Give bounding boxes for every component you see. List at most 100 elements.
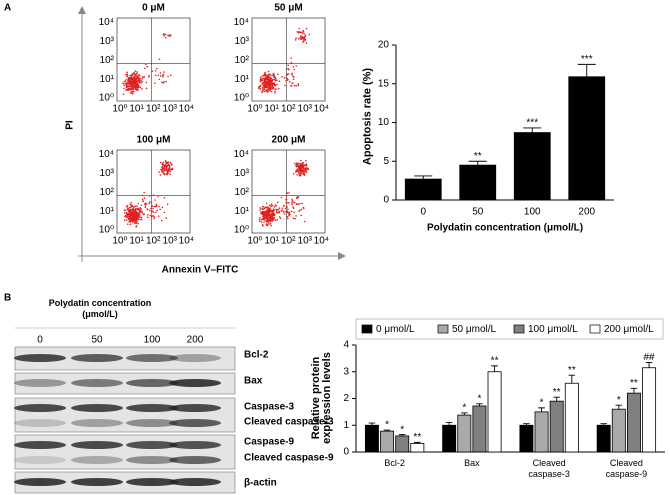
event-dot — [137, 218, 139, 221]
x-tick-label: Cleaved caspase-3 — [528, 458, 570, 479]
event-dot — [268, 213, 271, 215]
event-dot — [299, 209, 301, 211]
flow-frame — [116, 149, 191, 234]
event-dot — [136, 89, 138, 91]
event-dot — [259, 80, 262, 83]
event-dot — [137, 207, 139, 209]
event-dot — [169, 34, 171, 37]
event-dot — [296, 203, 298, 205]
event-dot — [304, 168, 307, 171]
event-dot — [266, 212, 269, 214]
event-dot — [275, 208, 277, 211]
event-dot — [169, 173, 171, 176]
event-dot — [297, 196, 300, 199]
event-dot — [139, 218, 141, 221]
event-dot — [271, 85, 274, 87]
event-dot — [278, 216, 281, 218]
event-dot — [268, 82, 270, 85]
flow-tick: 10² — [100, 55, 115, 66]
event-dot — [163, 71, 165, 73]
event-dot — [135, 222, 137, 225]
event-dot — [267, 76, 270, 78]
event-dot — [140, 79, 142, 82]
event-dot — [270, 215, 273, 218]
event-dot — [261, 91, 263, 94]
event-dot — [305, 27, 308, 30]
flow-tick: 10⁴ — [234, 149, 249, 160]
event-dot — [263, 207, 266, 210]
event-dot — [258, 87, 260, 90]
event-dot — [297, 38, 300, 40]
event-dot — [274, 90, 276, 93]
error-bar — [383, 429, 391, 432]
event-dot — [291, 198, 293, 201]
event-dot — [302, 173, 304, 176]
event-dot — [132, 87, 134, 90]
event-dot — [292, 207, 295, 209]
event-dot — [299, 38, 302, 40]
event-dot — [304, 38, 306, 40]
event-dot — [287, 201, 289, 204]
event-dot — [260, 78, 263, 81]
event-dot — [292, 201, 294, 203]
blot-band — [169, 404, 221, 412]
event-dot — [268, 219, 270, 222]
event-dot — [272, 208, 275, 211]
event-dot — [164, 169, 166, 171]
event-dot — [258, 85, 260, 88]
flow-tick: 10⁴ — [179, 236, 194, 247]
blot-band — [14, 404, 66, 412]
event-dot — [259, 217, 261, 219]
event-dot — [281, 209, 283, 212]
event-dot — [153, 217, 155, 220]
event-dot — [287, 68, 290, 71]
flow-tick: 10² — [100, 187, 115, 198]
event-dot — [266, 75, 269, 78]
event-dot — [292, 66, 295, 68]
event-dot — [123, 209, 126, 211]
y-tick-label: 4 — [343, 340, 349, 351]
event-dot — [128, 220, 130, 223]
flow-tick: 10³ — [235, 36, 250, 47]
event-dot — [129, 223, 132, 226]
event-dot — [265, 84, 268, 87]
event-dot — [304, 170, 307, 172]
event-dot — [164, 163, 167, 166]
bar — [564, 382, 579, 453]
event-dot — [164, 33, 167, 36]
event-dot — [139, 81, 141, 83]
event-dot — [302, 165, 305, 167]
event-dot — [164, 159, 167, 162]
y-axis-label: Relative protein expression levels — [310, 351, 333, 444]
event-dot — [285, 198, 288, 201]
event-dot — [276, 218, 279, 221]
event-dot — [270, 87, 272, 90]
event-dot — [273, 82, 276, 84]
event-dot — [286, 77, 289, 80]
event-dot — [145, 203, 148, 205]
blot-band — [126, 478, 178, 486]
event-dot — [133, 71, 135, 74]
event-dot — [130, 201, 132, 204]
blot-band — [169, 354, 221, 362]
event-dot — [141, 194, 144, 197]
bar — [487, 371, 502, 453]
event-dot — [162, 74, 164, 77]
event-dot — [131, 213, 134, 216]
event-dot — [286, 211, 289, 213]
event-dot — [272, 218, 274, 220]
event-dot — [167, 163, 170, 166]
event-dot — [129, 220, 132, 223]
flow-tick: 10⁰ — [247, 236, 262, 247]
event-dot — [161, 162, 164, 165]
flow-frame — [251, 149, 326, 234]
event-dot — [161, 171, 163, 173]
event-dot — [145, 81, 148, 84]
event-dot — [129, 206, 132, 209]
event-dot — [132, 207, 134, 209]
event-dot — [259, 209, 261, 211]
event-dot — [290, 61, 293, 64]
flow-tick: 10⁴ — [99, 17, 114, 28]
event-dot — [135, 78, 137, 81]
event-dot — [136, 85, 139, 87]
